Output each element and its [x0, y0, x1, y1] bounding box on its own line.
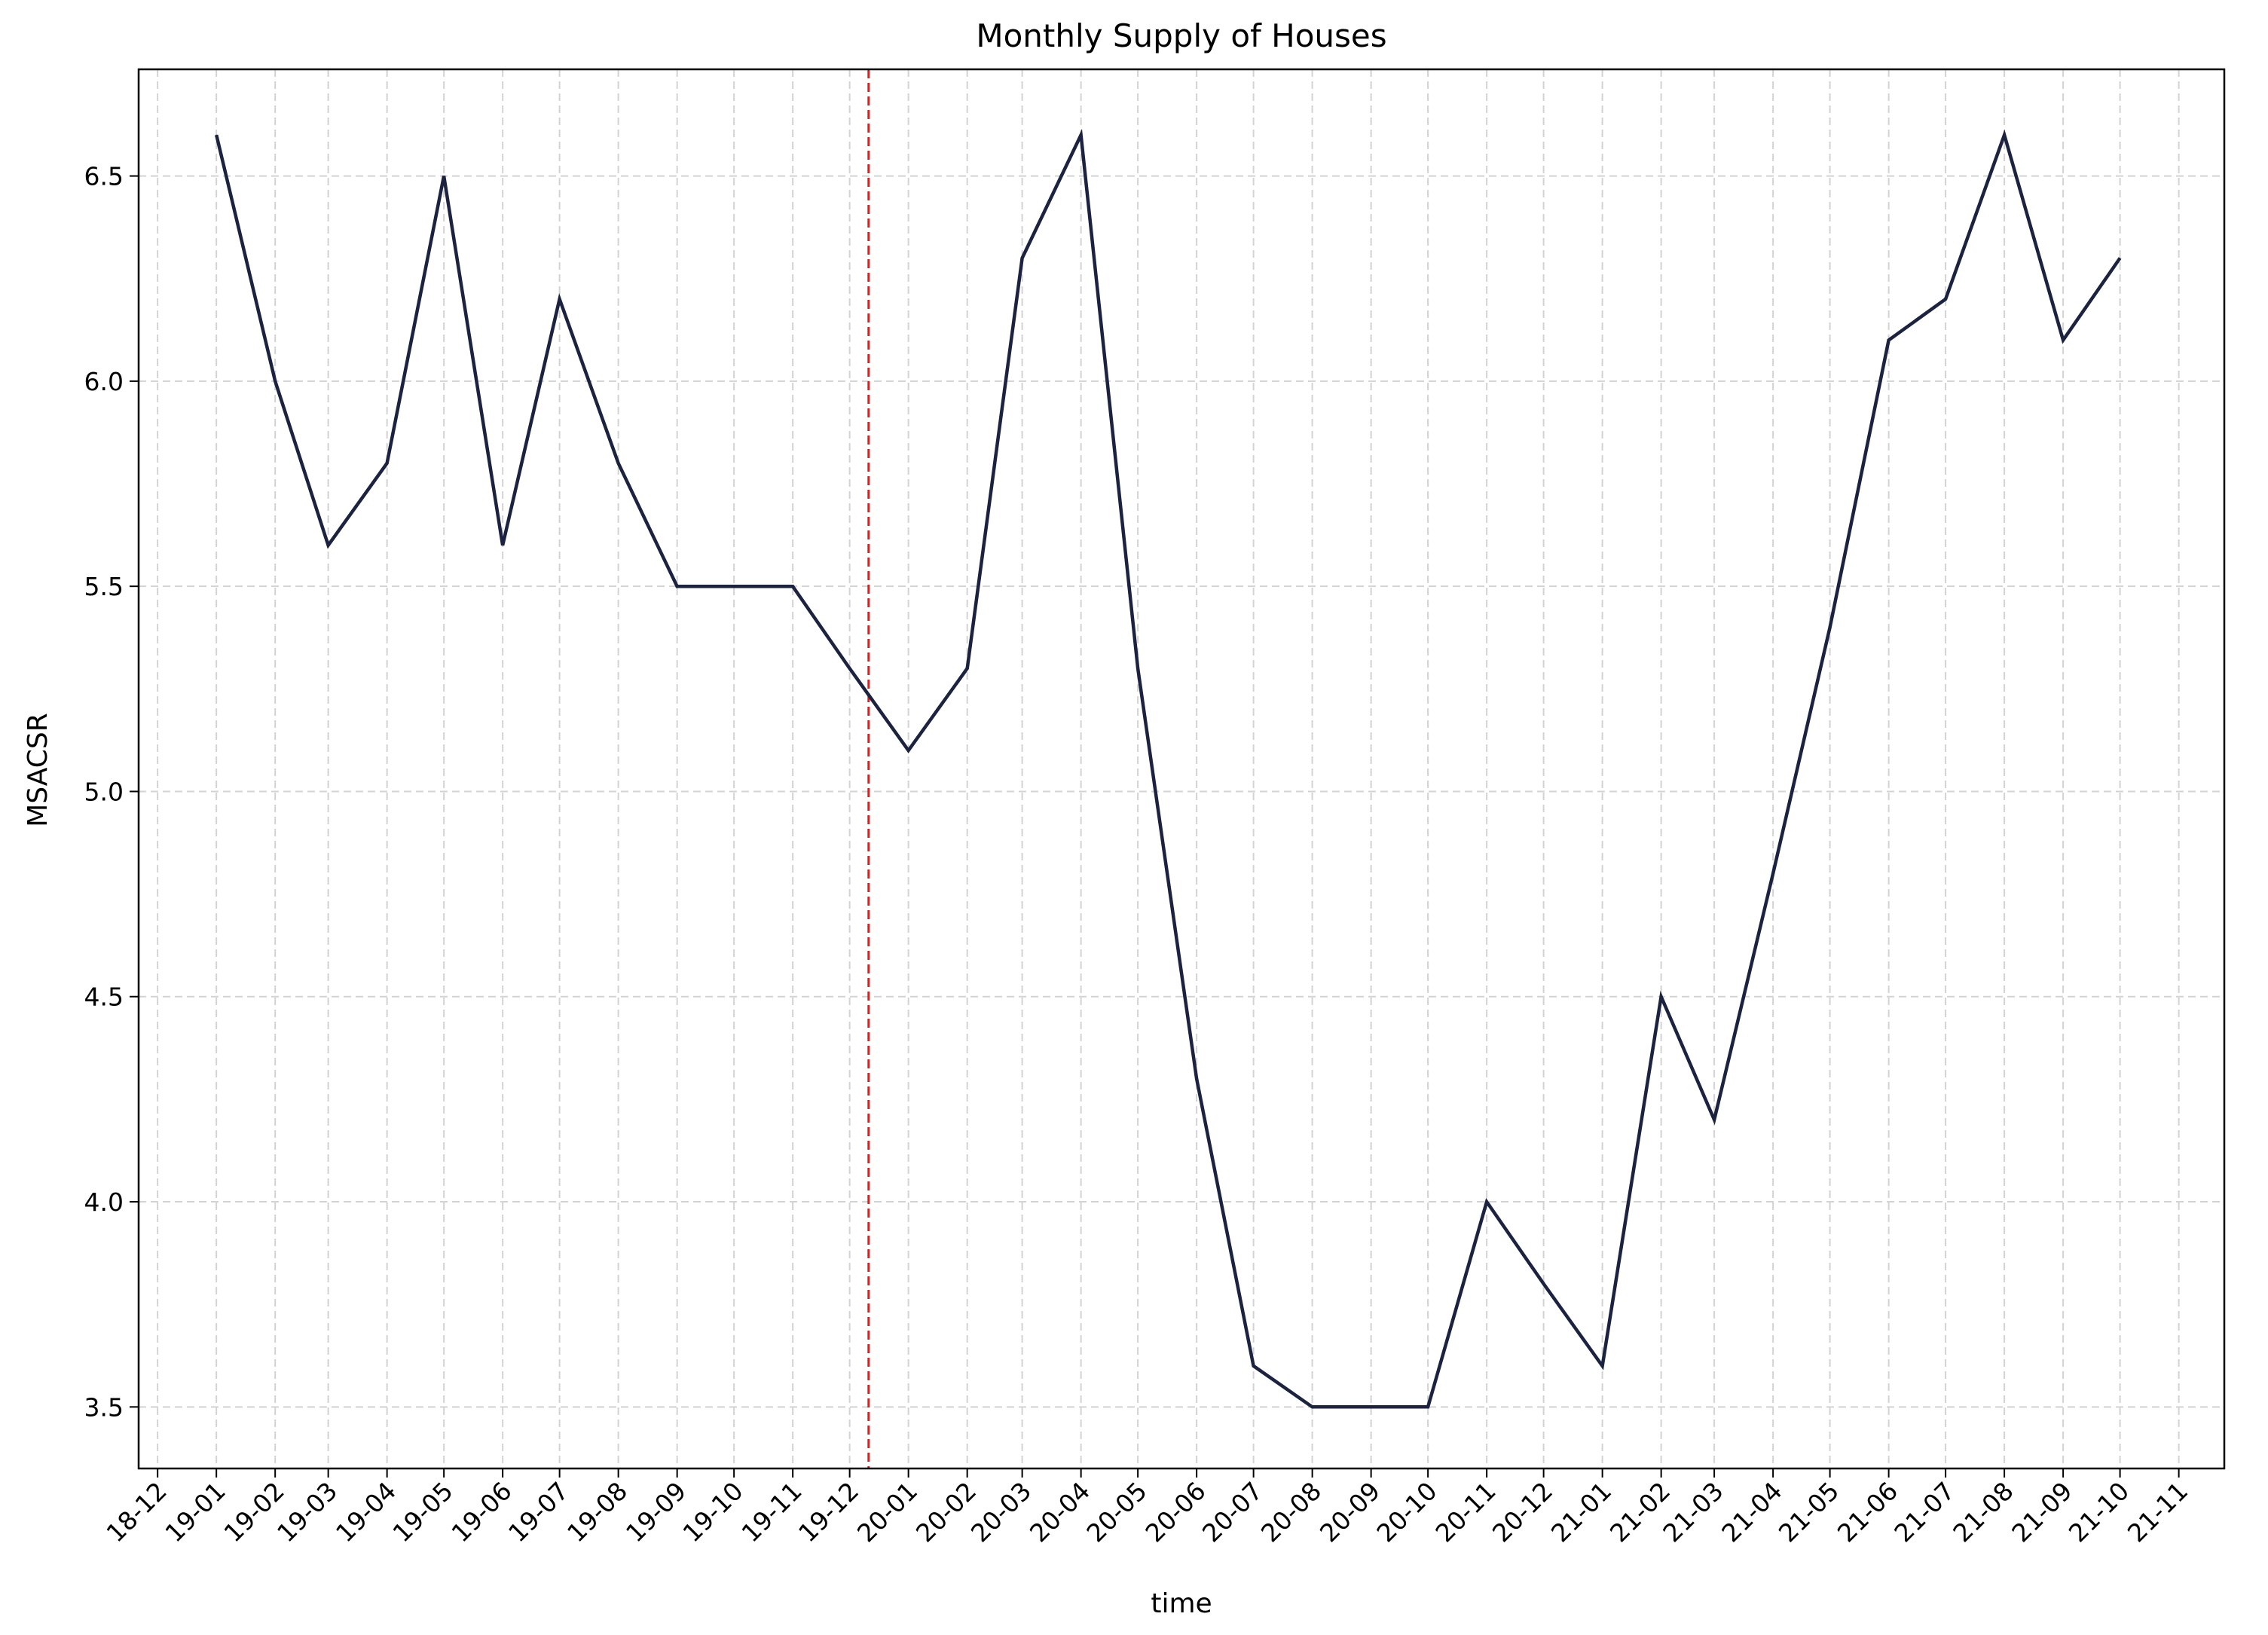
data-point — [2004, 134, 2005, 136]
y-tick-label: 5.5 — [84, 572, 124, 601]
data-point — [559, 298, 561, 300]
chart-title: Monthly Supply of Houses — [976, 17, 1386, 54]
grid — [139, 69, 2224, 1468]
data-point — [215, 134, 217, 136]
x-axis-label: time — [1151, 1588, 1212, 1619]
data-point — [1602, 1365, 1603, 1367]
data-point — [1543, 1283, 1545, 1285]
data-point — [1772, 873, 1774, 874]
data-point — [274, 380, 276, 382]
y-tick-label: 6.0 — [84, 367, 124, 396]
data-point — [1137, 668, 1139, 669]
series-line — [215, 128, 2122, 1409]
data-point — [733, 585, 735, 587]
y-tick-label: 4.0 — [84, 1187, 124, 1217]
y-tick-label: 6.5 — [84, 162, 124, 191]
y-axis-label: MSACSR — [23, 713, 53, 827]
data-point — [328, 545, 329, 546]
series-layer — [215, 128, 2122, 1409]
data-point — [849, 668, 851, 669]
y-tick-label: 4.5 — [84, 983, 124, 1012]
data-point — [2062, 339, 2064, 341]
data-point — [1253, 1365, 1255, 1367]
y-axis: 3.5 4.0 4.5 5.0 5.5 6.0 6.5 — [84, 162, 139, 1422]
data-point — [1888, 339, 1890, 341]
y-tick-label: 5.0 — [84, 777, 124, 806]
y-tick-label: 3.5 — [84, 1392, 124, 1422]
data-point — [1829, 627, 1831, 628]
plot-frame — [137, 68, 2226, 1470]
